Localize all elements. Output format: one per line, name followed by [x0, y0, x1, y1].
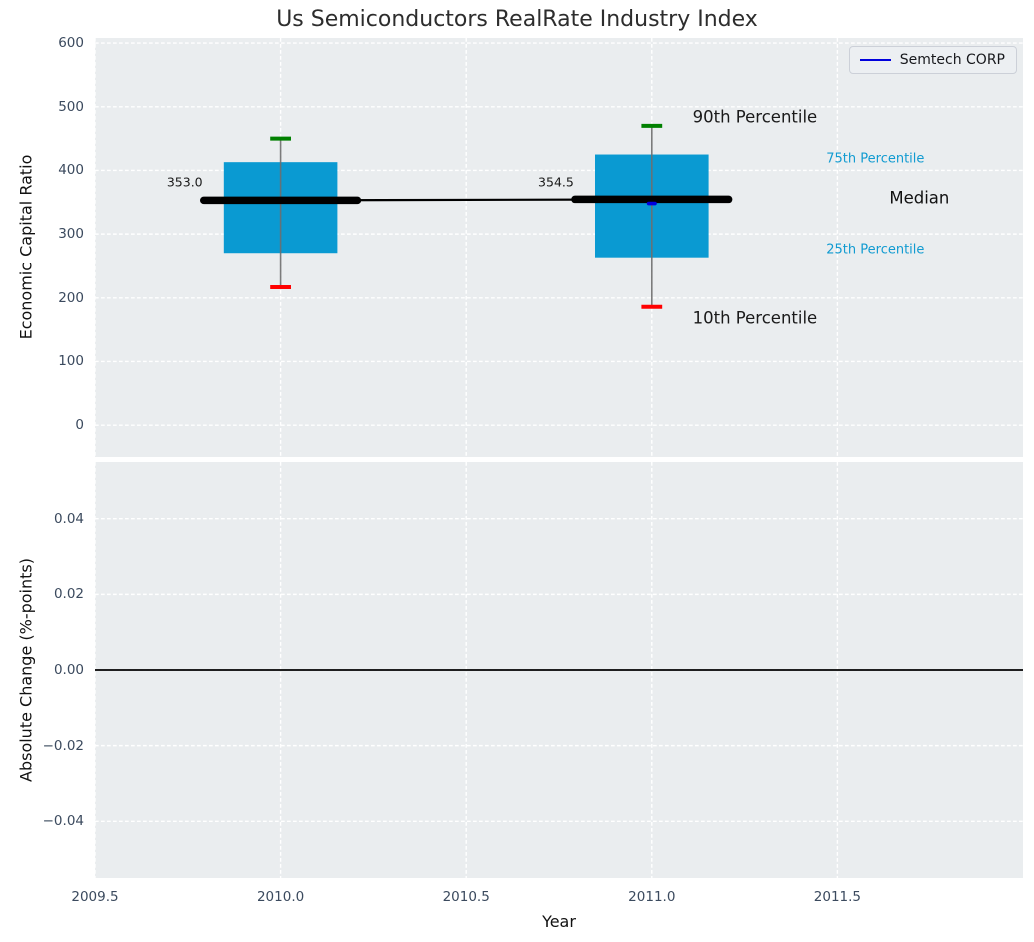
- xtick-label: 2011.0: [628, 889, 676, 905]
- legend: Semtech CORP: [848, 46, 1017, 74]
- ytick-label-top: 0: [75, 417, 84, 434]
- ytick-label-bottom: 0.04: [53, 510, 84, 527]
- xtick-label: 2011.5: [813, 889, 862, 905]
- ytick-label-top: 200: [58, 289, 84, 306]
- ytick-label-bottom: 0.00: [53, 662, 84, 678]
- ytick-label-top: 400: [58, 162, 84, 179]
- ytick-label-bottom: −0.04: [42, 813, 84, 830]
- xtick-label: 2009.5: [71, 889, 119, 905]
- y-axis-label-top: Economic Capital Ratio: [16, 154, 36, 340]
- ytick-label-bottom: −0.02: [42, 737, 84, 754]
- xtick-label: 2010.0: [256, 889, 305, 905]
- ytick-label-top: 500: [58, 98, 84, 115]
- ytick-label-bottom: 0.02: [53, 586, 84, 603]
- axes-bottom: [95, 462, 1023, 878]
- ytick-label-top: 300: [58, 226, 84, 243]
- chart-title: Us Semiconductors RealRate Industry Inde…: [276, 7, 758, 32]
- change-canvas: [95, 462, 1023, 878]
- xtick-label: 2010.5: [442, 889, 490, 905]
- axes-top: Semtech CORP: [95, 38, 1023, 457]
- legend-label: Semtech CORP: [899, 52, 1005, 68]
- y-axis-label-bottom: Absolute Change (%-points): [16, 558, 36, 782]
- ytick-label-top: 600: [58, 35, 84, 52]
- x-axis-label: Year: [542, 912, 576, 931]
- ytick-label-top: 100: [58, 353, 84, 370]
- legend-line-swatch: [859, 59, 891, 61]
- boxplot-canvas: [95, 38, 1023, 457]
